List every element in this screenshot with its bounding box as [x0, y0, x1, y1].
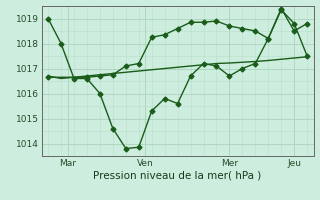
X-axis label: Pression niveau de la mer( hPa ): Pression niveau de la mer( hPa ): [93, 171, 262, 181]
